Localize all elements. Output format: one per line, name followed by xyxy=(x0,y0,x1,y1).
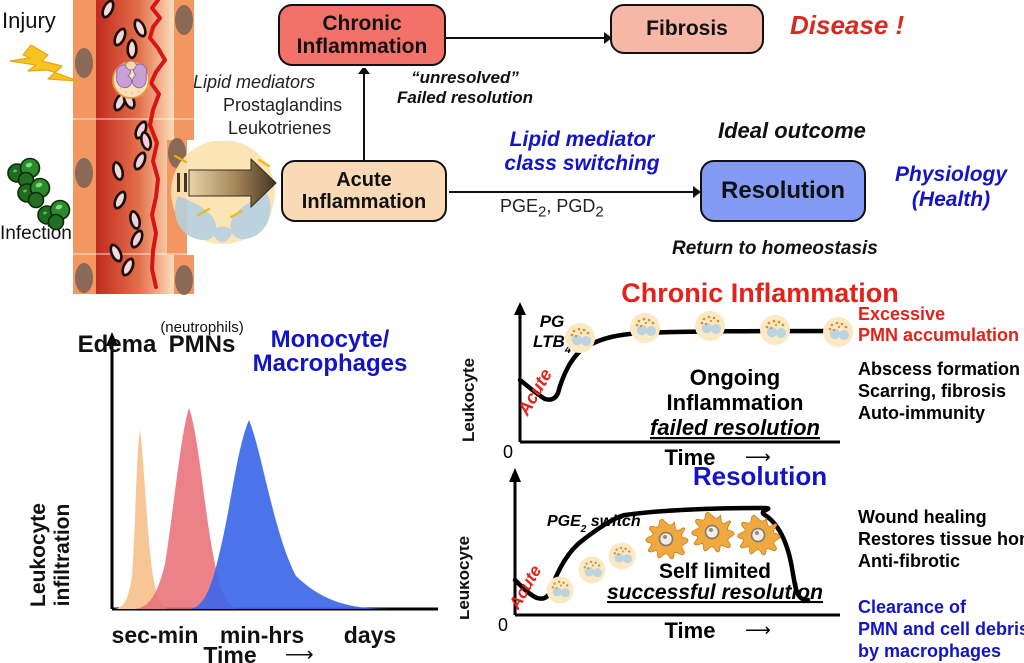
svg-text:Auto-immunity: Auto-immunity xyxy=(858,403,985,423)
svg-text:Leukocyte: Leukocyte xyxy=(460,358,478,442)
svg-text:by macrophages: by macrophages xyxy=(858,641,1001,661)
svg-text:failed resolution: failed resolution xyxy=(650,415,820,440)
svg-text:⟶: ⟶ xyxy=(285,644,314,663)
svg-text:Ongoing: Ongoing xyxy=(690,365,780,390)
svg-text:Monocyte/: Monocyte/ xyxy=(271,326,390,353)
svg-text:PMN and cell debris: PMN and cell debris xyxy=(858,619,1024,639)
svg-text:PMNs: PMNs xyxy=(169,331,236,358)
svg-text:Leukocyte: Leukocyte xyxy=(27,503,50,607)
svg-text:Abscess formation: Abscess formation xyxy=(858,359,1020,379)
svg-text:successful resolution: successful resolution xyxy=(607,581,823,604)
svg-text:PG: PG xyxy=(540,312,565,331)
svg-text:Leukocyte: Leukocyte xyxy=(460,536,473,620)
svg-text:Wound healing: Wound healing xyxy=(858,507,987,527)
svg-text:Scarring, fibrosis: Scarring, fibrosis xyxy=(858,381,1006,401)
svg-text:Anti-fibrotic: Anti-fibrotic xyxy=(858,551,960,571)
svg-text:sec-min: sec-min xyxy=(112,622,199,648)
svg-text:Inflammation: Inflammation xyxy=(667,390,804,415)
svg-text:⟶: ⟶ xyxy=(745,620,771,640)
svg-text:Clearance of: Clearance of xyxy=(858,597,967,617)
svg-text:Restores tissue homeostasis: Restores tissue homeostasis xyxy=(858,529,1024,549)
svg-text:Acute: Acute xyxy=(505,562,546,613)
svg-text:Time: Time xyxy=(203,642,256,663)
svg-text:Macrophages: Macrophages xyxy=(253,350,408,377)
svg-text:Resolution: Resolution xyxy=(693,461,827,491)
svg-text:0: 0 xyxy=(498,615,508,635)
svg-text:infiltration: infiltration xyxy=(51,504,74,607)
svg-text:Self limited: Self limited xyxy=(659,560,771,583)
svg-text:Edema: Edema xyxy=(78,331,157,358)
svg-text:Time: Time xyxy=(665,618,716,643)
svg-text:PMN accumulation: PMN accumulation xyxy=(858,325,1019,345)
svg-text:days: days xyxy=(344,622,396,648)
svg-text:Excessive: Excessive xyxy=(858,304,945,324)
